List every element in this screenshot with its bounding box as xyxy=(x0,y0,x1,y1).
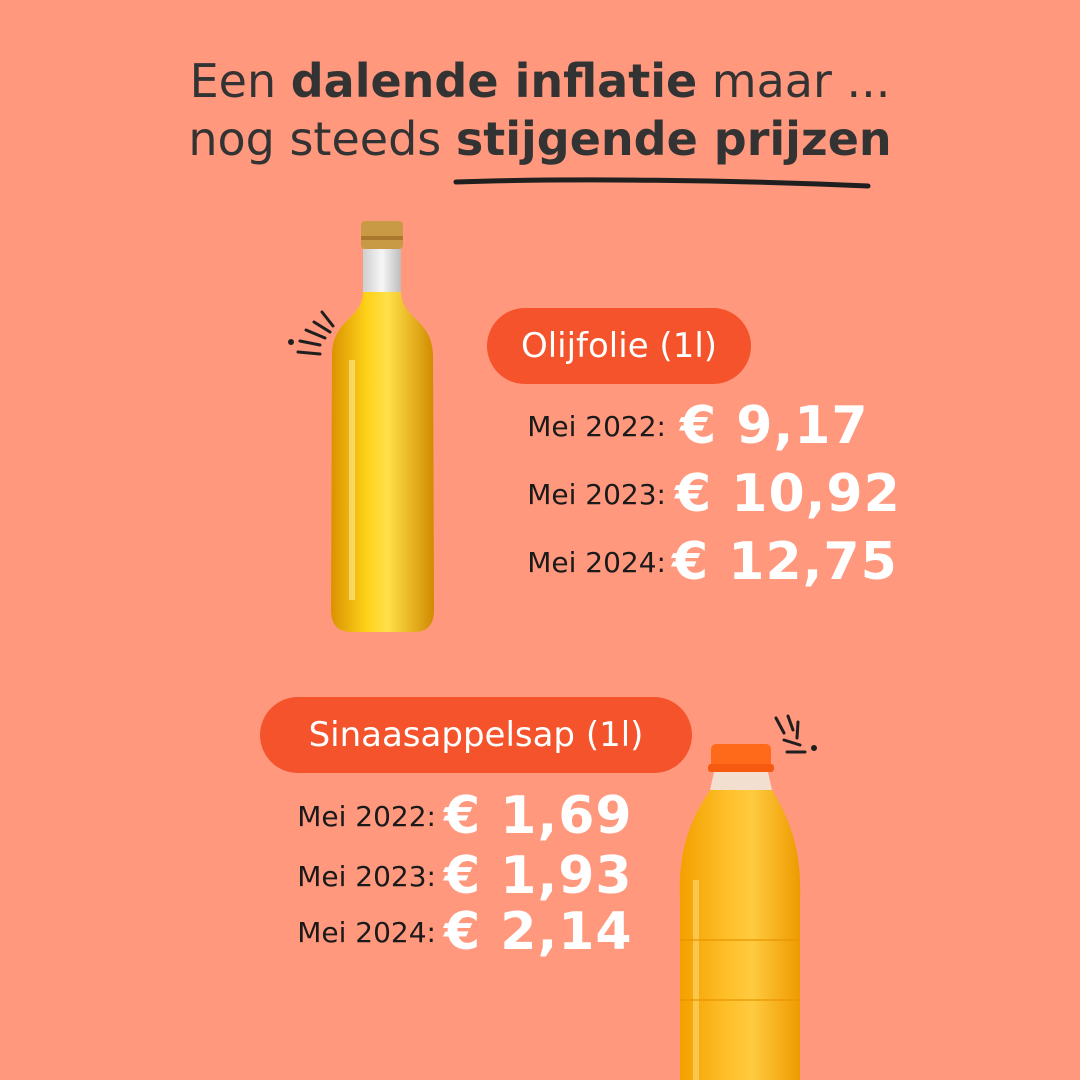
price-label: Mei 2024: xyxy=(527,546,666,579)
price-value: € 9,17 xyxy=(680,396,869,456)
title-text: nog steeds xyxy=(188,112,456,166)
product-name: Sinaasappelsap (1l) xyxy=(308,715,644,755)
price-row: Mei 2024: € 12,75 xyxy=(0,532,1080,592)
price-row: Mei 2023: € 10,92 xyxy=(0,464,1080,524)
title-emphasis: stijgende prijzen xyxy=(455,112,892,166)
product-name: Olijfolie (1l) xyxy=(520,326,718,366)
product-badge-orange-juice: Sinaasappelsap (1l) xyxy=(260,697,692,773)
price-value: € 2,14 xyxy=(444,902,633,962)
title-line-1: Een dalende inflatie maar ... xyxy=(0,52,1080,110)
page-title: Een dalende inflatie maar ... nog steeds… xyxy=(0,52,1080,168)
title-line-2: nog steeds stijgende prijzen xyxy=(0,110,1080,168)
price-row: Mei 2023: € 1,93 xyxy=(0,846,1080,906)
price-value: € 10,92 xyxy=(675,464,901,524)
price-row: Mei 2022: € 9,17 xyxy=(0,396,1080,456)
price-row: Mei 2022: € 1,69 xyxy=(0,786,1080,846)
price-label: Mei 2023: xyxy=(297,860,436,893)
price-value: € 12,75 xyxy=(672,532,898,592)
price-label: Mei 2024: xyxy=(297,916,436,949)
price-row: Mei 2024: € 2,14 xyxy=(0,902,1080,962)
title-text: Een xyxy=(189,54,291,108)
price-label: Mei 2023: xyxy=(527,478,666,511)
price-value: € 1,93 xyxy=(444,846,633,906)
product-badge-olive-oil: Olijfolie (1l) xyxy=(487,308,751,384)
title-underline xyxy=(453,177,871,189)
title-text: maar ... xyxy=(697,54,891,108)
title-emphasis: dalende inflatie xyxy=(290,54,698,108)
price-label: Mei 2022: xyxy=(297,800,436,833)
price-label: Mei 2022: xyxy=(527,410,666,443)
price-value: € 1,69 xyxy=(444,786,633,846)
